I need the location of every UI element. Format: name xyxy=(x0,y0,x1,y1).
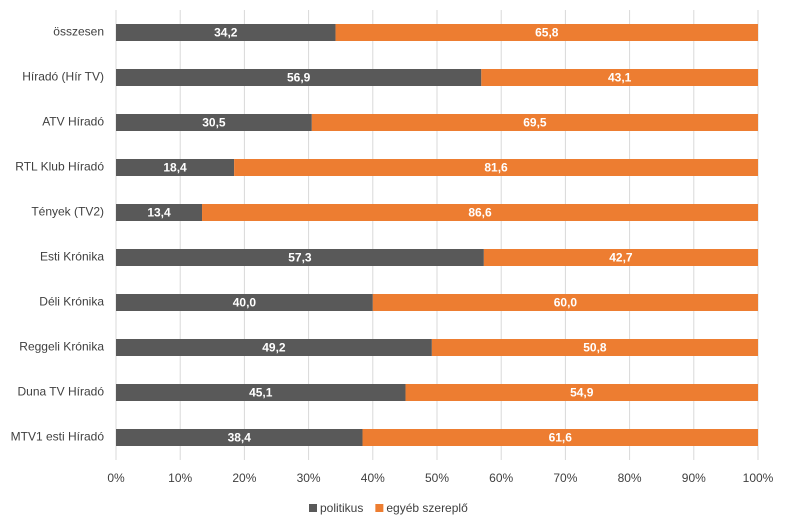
bar-segment xyxy=(202,204,758,221)
y-tick-label: Híradó (Hír TV) xyxy=(22,70,104,84)
value-label: 43,1 xyxy=(608,71,632,85)
value-label: 30,5 xyxy=(202,116,226,130)
x-tick-label: 100% xyxy=(743,471,774,485)
value-label: 45,1 xyxy=(249,386,273,400)
x-tick-label: 90% xyxy=(682,471,706,485)
value-label: 81,6 xyxy=(484,161,508,175)
y-tick-label: Tények (TV2) xyxy=(31,205,104,219)
bar-segment xyxy=(483,249,758,266)
value-label: 49,2 xyxy=(262,341,286,355)
legend-swatch xyxy=(309,504,317,512)
x-tick-label: 80% xyxy=(618,471,642,485)
bar-segment xyxy=(116,429,363,446)
bar-segment xyxy=(116,294,373,311)
legend-label: egyéb szereplő xyxy=(386,501,468,515)
y-tick-label: Duna TV Híradó xyxy=(18,385,105,399)
value-label: 60,0 xyxy=(554,296,578,310)
value-label: 54,9 xyxy=(570,386,594,400)
value-label: 86,6 xyxy=(468,206,492,220)
value-label: 50,8 xyxy=(583,341,607,355)
x-tick-label: 70% xyxy=(553,471,577,485)
y-tick-label: Reggeli Krónika xyxy=(19,340,104,354)
legend-swatch xyxy=(375,504,384,512)
bar-segment xyxy=(116,159,235,176)
y-tick-label: összesen xyxy=(53,25,104,39)
x-tick-label: 20% xyxy=(232,471,256,485)
bar-segment xyxy=(335,24,758,41)
bar-segment xyxy=(116,114,312,131)
value-label: 56,9 xyxy=(287,71,311,85)
value-label: 65,8 xyxy=(535,26,559,40)
value-label: 38,4 xyxy=(228,431,252,445)
value-label: 40,0 xyxy=(233,296,257,310)
bar-segment xyxy=(116,384,406,401)
y-tick-label: RTL Klub Híradó xyxy=(15,160,104,174)
bar-segment xyxy=(405,384,758,401)
bar-segment xyxy=(311,114,758,131)
bar-segment xyxy=(116,249,484,266)
y-tick-label: Esti Krónika xyxy=(40,250,104,264)
value-label: 34,2 xyxy=(214,26,238,40)
value-label: 57,3 xyxy=(288,251,312,265)
y-tick-label: ATV Híradó xyxy=(42,115,104,129)
x-tick-label: 40% xyxy=(361,471,385,485)
legend-label: politikus xyxy=(320,501,363,515)
bar-segment xyxy=(362,429,758,446)
value-label: 61,6 xyxy=(549,431,573,445)
y-tick-label: Déli Krónika xyxy=(39,295,104,309)
x-tick-label: 10% xyxy=(168,471,192,485)
bar-segment xyxy=(372,294,758,311)
bar-segment xyxy=(116,339,432,356)
x-tick-label: 50% xyxy=(425,471,449,485)
value-label: 42,7 xyxy=(609,251,633,265)
value-label: 13,4 xyxy=(147,206,171,220)
y-tick-label: MTV1 esti Híradó xyxy=(11,430,105,444)
bar-segment xyxy=(116,204,203,221)
bar-segment xyxy=(116,24,336,41)
bar-segment xyxy=(431,339,758,356)
bar-segment xyxy=(116,69,482,86)
value-label: 69,5 xyxy=(523,116,547,130)
bar-segment xyxy=(234,159,759,176)
x-tick-label: 60% xyxy=(489,471,513,485)
bar-segment xyxy=(481,69,758,86)
x-tick-label: 0% xyxy=(107,471,125,485)
x-tick-label: 30% xyxy=(297,471,321,485)
value-label: 18,4 xyxy=(163,161,187,175)
